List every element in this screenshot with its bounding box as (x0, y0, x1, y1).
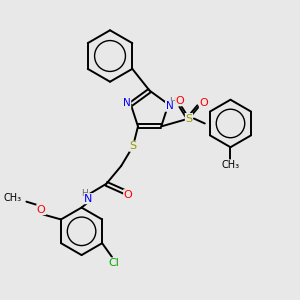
Text: O: O (200, 98, 208, 108)
Text: O: O (124, 190, 133, 200)
Text: O: O (37, 205, 46, 214)
Text: N: N (84, 194, 93, 204)
Text: Cl: Cl (109, 258, 119, 268)
Text: H: H (169, 97, 176, 106)
Text: S: S (130, 141, 136, 151)
Text: S: S (185, 113, 193, 124)
Text: N: N (123, 98, 131, 108)
Text: N: N (166, 101, 173, 111)
Text: H: H (81, 189, 88, 198)
Text: CH₃: CH₃ (3, 193, 21, 203)
Text: CH₃: CH₃ (221, 160, 240, 170)
Text: O: O (176, 96, 184, 106)
